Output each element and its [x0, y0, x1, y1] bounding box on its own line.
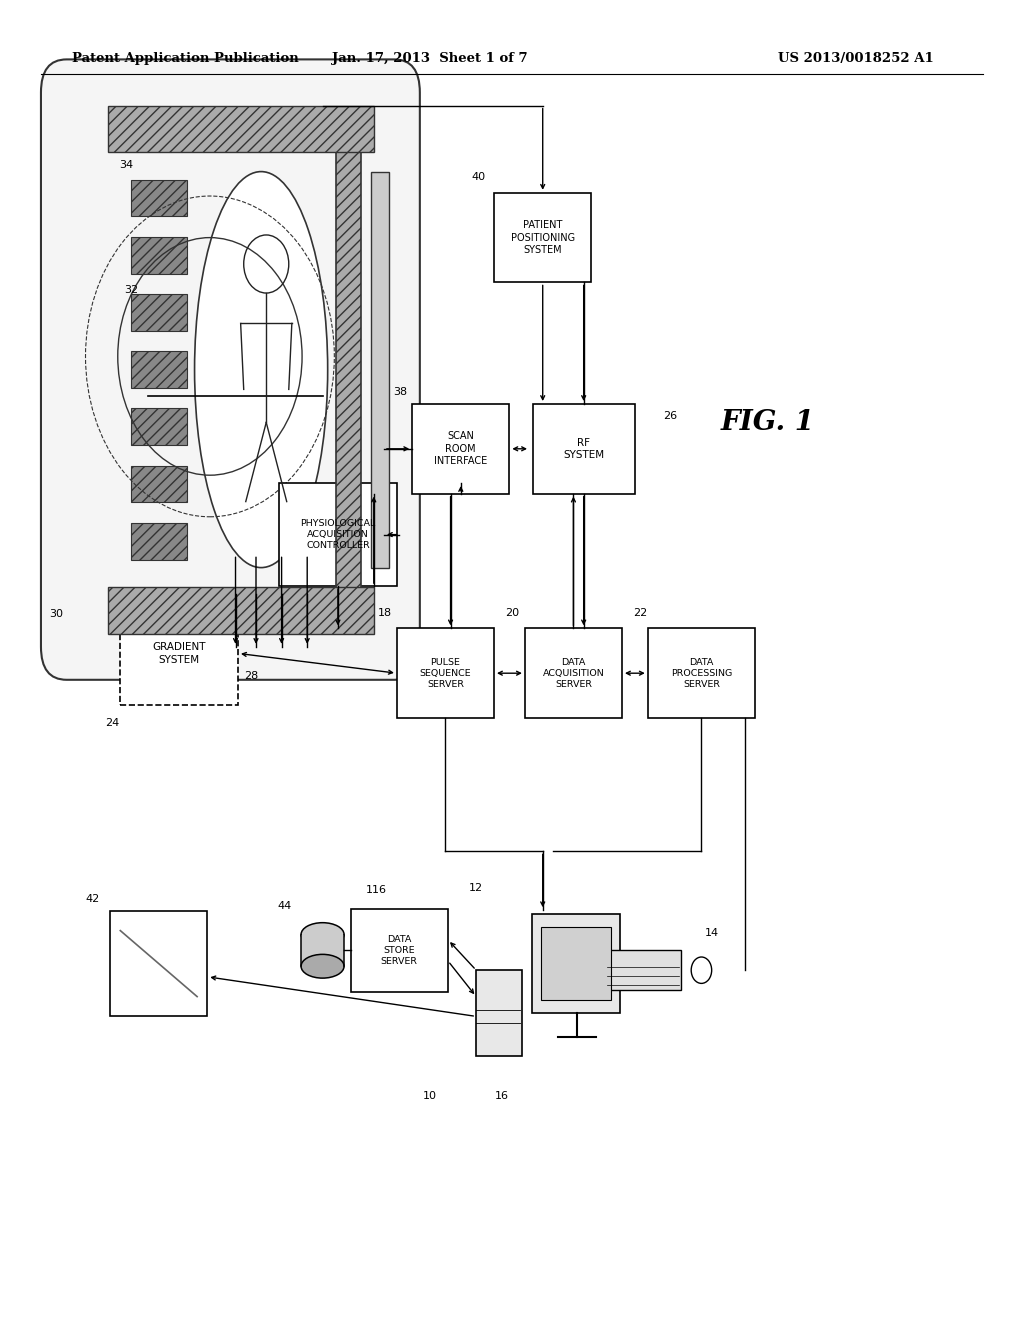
Text: 20: 20	[506, 607, 520, 618]
Text: GRADIENT
SYSTEM: GRADIENT SYSTEM	[153, 643, 206, 664]
Text: Jan. 17, 2013  Sheet 1 of 7: Jan. 17, 2013 Sheet 1 of 7	[332, 51, 528, 65]
Text: 42: 42	[86, 894, 100, 904]
Text: 32: 32	[124, 285, 138, 296]
Bar	[131, 294, 186, 331]
Text: 22: 22	[634, 607, 648, 618]
Text: US 2013/0018252 A1: US 2013/0018252 A1	[778, 51, 934, 65]
Bar	[397, 628, 495, 718]
Ellipse shape	[195, 172, 328, 568]
Text: DATA
STORE
SERVER: DATA STORE SERVER	[381, 935, 418, 966]
Bar	[131, 408, 186, 445]
Text: 12: 12	[469, 883, 483, 894]
Text: PULSE
SEQUENCE
SERVER: PULSE SEQUENCE SERVER	[420, 657, 471, 689]
Text: 36: 36	[336, 603, 350, 614]
Bar	[279, 483, 397, 586]
Text: PATIENT
POSITIONING
SYSTEM: PATIENT POSITIONING SYSTEM	[511, 220, 574, 255]
Bar	[131, 351, 186, 388]
Text: Patent Application Publication: Patent Application Publication	[72, 51, 298, 65]
Text: 28: 28	[244, 671, 258, 681]
Text: 14: 14	[705, 928, 719, 939]
Bar	[532, 404, 635, 494]
Text: 38: 38	[393, 387, 408, 397]
Text: SCAN
ROOM
INTERFACE: SCAN ROOM INTERFACE	[434, 432, 487, 466]
Bar	[336, 145, 361, 594]
Bar	[108, 106, 374, 152]
Text: 18: 18	[378, 607, 391, 618]
Text: PHYSIOLOGICAL
ACQUISITION
CONTROLLER: PHYSIOLOGICAL ACQUISITION CONTROLLER	[300, 519, 376, 550]
Text: 10: 10	[423, 1090, 437, 1101]
Bar	[301, 935, 344, 966]
Bar	[108, 587, 374, 634]
Bar	[371, 172, 389, 568]
Bar	[131, 180, 186, 216]
Text: RF
SYSTEM: RF SYSTEM	[563, 438, 604, 459]
Bar	[121, 602, 238, 705]
Bar	[648, 628, 756, 718]
Text: 116: 116	[366, 884, 387, 895]
Bar	[131, 466, 186, 503]
Text: 44: 44	[278, 900, 292, 911]
Bar	[131, 523, 186, 560]
Text: 30: 30	[49, 609, 63, 619]
Text: DATA
PROCESSING
SERVER: DATA PROCESSING SERVER	[671, 657, 732, 689]
Text: 24: 24	[105, 718, 120, 729]
Bar	[111, 911, 207, 1016]
Bar	[541, 928, 611, 1001]
Bar	[131, 236, 186, 273]
Bar	[350, 908, 449, 993]
Text: DATA
ACQUISITION
SERVER: DATA ACQUISITION SERVER	[543, 657, 604, 689]
FancyBboxPatch shape	[41, 59, 420, 680]
Bar	[525, 628, 623, 718]
Ellipse shape	[301, 923, 344, 946]
Text: FIG. 1: FIG. 1	[721, 409, 815, 436]
Bar	[476, 970, 522, 1056]
Text: 26: 26	[664, 411, 677, 421]
Text: 16: 16	[495, 1090, 509, 1101]
Text: 40: 40	[472, 172, 486, 182]
Text: 34: 34	[119, 160, 133, 170]
Bar	[495, 193, 592, 282]
Bar	[532, 913, 620, 1014]
Ellipse shape	[301, 954, 344, 978]
Bar	[604, 950, 681, 990]
Bar	[412, 404, 510, 494]
